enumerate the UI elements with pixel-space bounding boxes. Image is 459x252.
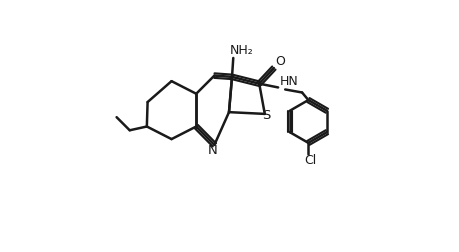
Text: HN: HN [280, 75, 298, 88]
Text: O: O [275, 55, 285, 68]
Text: N: N [207, 144, 217, 158]
Text: Cl: Cl [305, 154, 317, 167]
Text: S: S [262, 109, 270, 122]
Text: NH₂: NH₂ [230, 44, 253, 57]
